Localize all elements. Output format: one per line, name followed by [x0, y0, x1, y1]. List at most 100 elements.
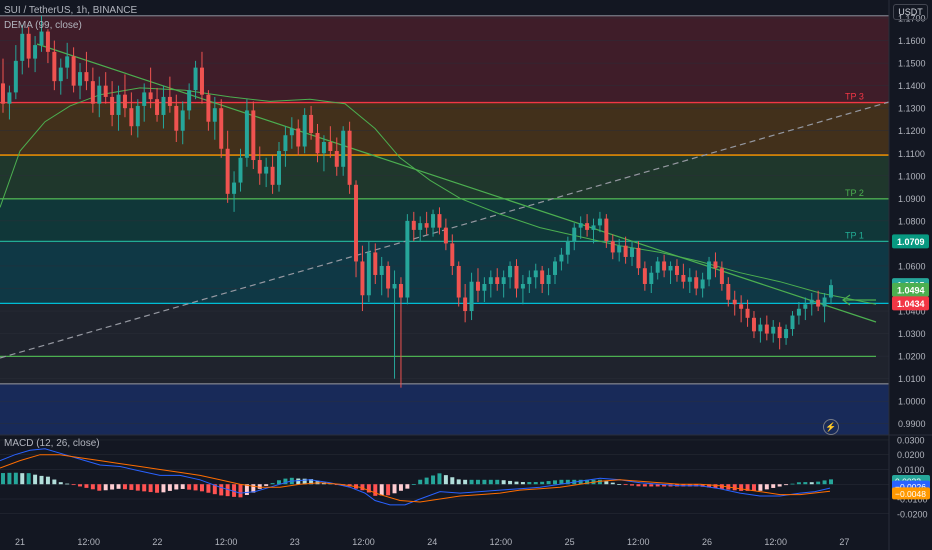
- candle-body: [508, 265, 513, 278]
- candle-body: [283, 135, 288, 152]
- price-tick-label: 1.1600: [898, 36, 926, 46]
- candle-body: [527, 277, 532, 284]
- candle-body: [78, 72, 83, 86]
- candle-body: [488, 277, 493, 284]
- time-tick-label: 25: [565, 537, 575, 547]
- symbol-legend[interactable]: SUI / TetherUS, 1h, BINANCE: [4, 5, 138, 16]
- candle-body: [84, 72, 89, 82]
- candle-body: [148, 92, 153, 100]
- price-zone: [0, 241, 889, 304]
- macd-histogram-bar: [110, 484, 115, 490]
- pointer-arrowhead: [841, 294, 851, 306]
- time-tick-label: 23: [290, 537, 300, 547]
- macd-histogram-bar: [26, 473, 31, 485]
- candle-body: [764, 324, 769, 334]
- candle-body: [758, 324, 763, 332]
- price-zone: [0, 383, 889, 435]
- candle-body: [129, 108, 134, 127]
- candle-body: [309, 114, 314, 133]
- macd-histogram-bar: [501, 480, 506, 485]
- level-labels: TP 3 TP 2 TP 1: [845, 92, 864, 241]
- macd-histogram-bar: [65, 483, 70, 485]
- price-tick-label: 1.1100: [898, 149, 925, 159]
- macd-histogram-bar: [463, 479, 468, 485]
- candle-body: [450, 243, 455, 266]
- macd-legend[interactable]: MACD (12, 26, close): [4, 438, 100, 449]
- macd-histogram-bar: [456, 479, 461, 485]
- macd-histogram-bar: [90, 484, 95, 490]
- macd-histogram-bar: [533, 482, 538, 485]
- macd-histogram-bar: [655, 484, 660, 487]
- price-tick-label: 0.9900: [898, 419, 926, 429]
- candle-body: [270, 166, 275, 185]
- candle-body: [199, 67, 204, 95]
- macd-histogram-bar: [302, 478, 307, 485]
- macd-histogram-bar: [373, 484, 378, 496]
- macd-histogram-bar: [546, 481, 551, 485]
- candle-body: [456, 265, 461, 298]
- candle-body: [20, 33, 25, 61]
- candle-body: [13, 60, 18, 93]
- macd-histogram-bar: [565, 479, 570, 485]
- candle-body: [784, 329, 789, 339]
- candle-body: [65, 56, 70, 68]
- macd-histogram-bar: [777, 484, 782, 487]
- macd-histogram-bar: [585, 479, 590, 485]
- price-tick-label: 1.0900: [898, 194, 926, 204]
- price-axis: 1.1700 1.1600 1.1500 1.1400 1.1300 1.1200 1.11…: [898, 14, 926, 430]
- time-tick-label: 22: [152, 537, 162, 547]
- macd-line: [0, 448, 831, 506]
- macd-histogram-bar: [122, 484, 127, 490]
- time-tick-label: 12:00: [77, 537, 100, 547]
- candle-body: [360, 261, 365, 296]
- candle-body: [315, 132, 320, 154]
- candle-body: [559, 254, 564, 262]
- macd-histogram-bar: [13, 472, 18, 485]
- price-zone: [0, 303, 889, 384]
- candles: [1, 15, 833, 388]
- candle-body: [97, 85, 102, 104]
- macd-histogram-bar: [642, 484, 647, 487]
- dema-legend[interactable]: DEMA (99, close): [4, 20, 82, 31]
- candle-body: [45, 31, 50, 52]
- price-badge-text: 1.0434: [897, 299, 925, 309]
- macd-histogram-bar: [771, 484, 776, 488]
- macd-histogram-bar: [482, 479, 487, 485]
- candle-body: [655, 261, 660, 273]
- price-tick-label: 1.0600: [898, 261, 926, 271]
- candle-body: [321, 141, 326, 154]
- candle-body: [803, 304, 808, 309]
- macd-histogram-bar: [386, 484, 391, 496]
- candle-body: [366, 252, 371, 296]
- candle-body: [553, 261, 557, 275]
- candle-body: [578, 223, 583, 228]
- candle-body: [212, 108, 217, 122]
- macd-histogram-bar: [238, 484, 243, 498]
- candle-body: [533, 270, 538, 278]
- candle-body: [572, 227, 577, 242]
- candle-body: [167, 96, 172, 106]
- price-tick-label: 1.1500: [898, 59, 926, 69]
- macd-histogram-bar: [450, 477, 455, 485]
- macd-histogram-bar: [7, 472, 12, 485]
- macd-histogram-bar: [495, 479, 500, 485]
- macd-histogram-bar: [553, 480, 557, 485]
- lightning-icon[interactable]: ⚡: [823, 419, 839, 435]
- macd-histogram-bar: [379, 484, 384, 496]
- macd-tick-label: 0.0300: [897, 435, 925, 445]
- candle-body: [411, 220, 416, 230]
- candle-body: [71, 56, 76, 86]
- currency-button[interactable]: USDT: [893, 4, 928, 20]
- price-zone: [0, 102, 889, 156]
- candle-body: [328, 141, 333, 152]
- candle-body: [796, 308, 801, 316]
- macd-histogram-bar: [219, 484, 224, 496]
- macd-histogram-bar: [662, 484, 667, 487]
- macd-histogram-bar: [232, 484, 237, 497]
- candle-body: [257, 160, 262, 174]
- candle-body: [174, 105, 179, 131]
- candle-body: [495, 277, 500, 284]
- candle-body: [726, 283, 731, 300]
- macd-tick-label: 0.0200: [897, 450, 925, 460]
